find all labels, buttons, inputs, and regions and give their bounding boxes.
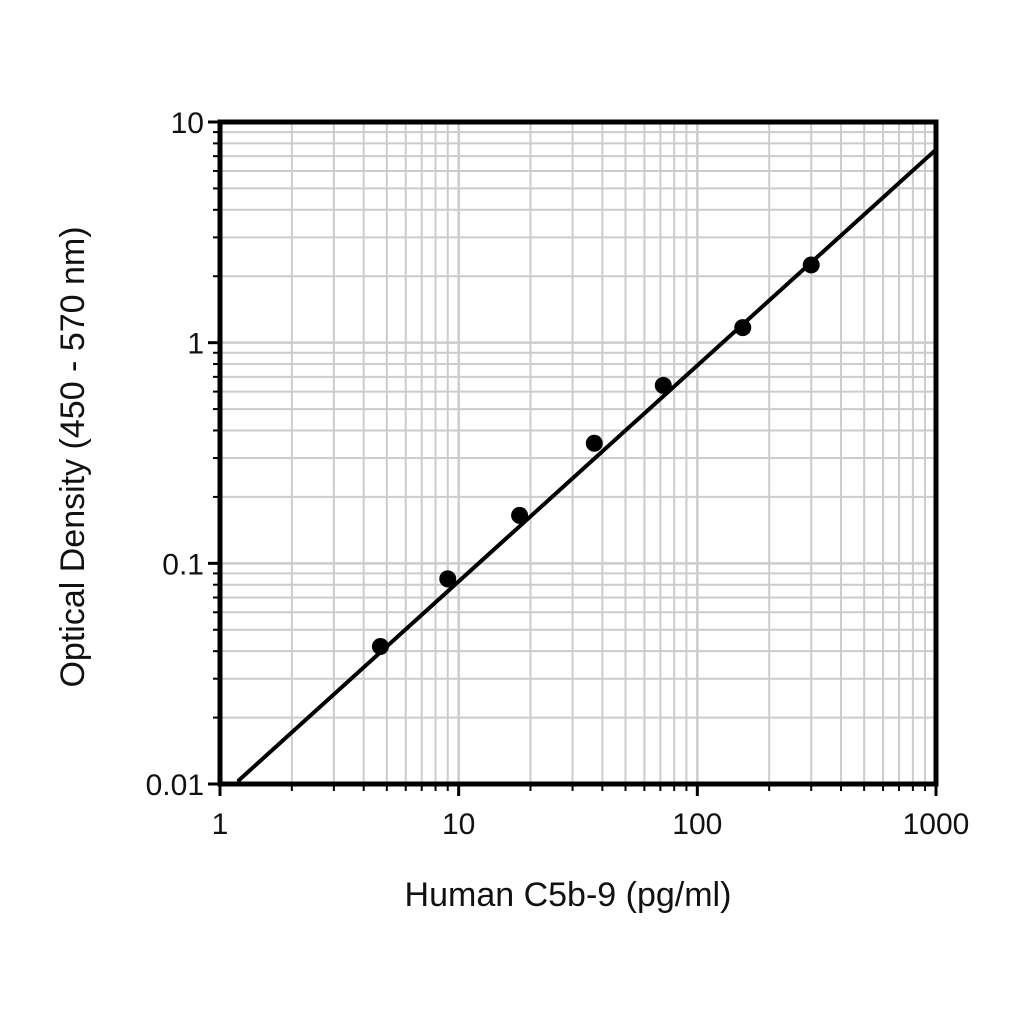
plot-frame (217, 119, 939, 787)
x-tick-label: 10 (442, 808, 475, 841)
x-tick-label: 1000 (903, 808, 970, 841)
x-tick-label: 1 (212, 808, 229, 841)
y-axis-title: Optical Density (450 - 570 nm) (54, 226, 92, 687)
grid-lines (220, 122, 936, 784)
x-axis-title: Human C5b-9 (pg/ml) (405, 876, 732, 914)
y-tick-label: 1 (187, 328, 204, 361)
data-point (371, 637, 389, 655)
data-point (585, 434, 603, 452)
y-tick-label: 0.1 (162, 548, 204, 581)
x-axis-ticks: 1 10 100 1000 (212, 784, 970, 841)
data-point (511, 506, 529, 524)
data-point (734, 319, 752, 337)
x-tick-label: 100 (672, 808, 722, 841)
data-point (439, 570, 457, 588)
fit-line-group (236, 147, 938, 783)
y-tick-label: 10 (171, 107, 204, 140)
y-tick-label: 0.01 (146, 769, 204, 802)
data-point (654, 376, 672, 394)
fit-line (236, 147, 938, 783)
data-point (802, 256, 820, 274)
data-points (371, 256, 820, 655)
y-axis-ticks: 0.01 0.1 1 10 (146, 107, 220, 802)
